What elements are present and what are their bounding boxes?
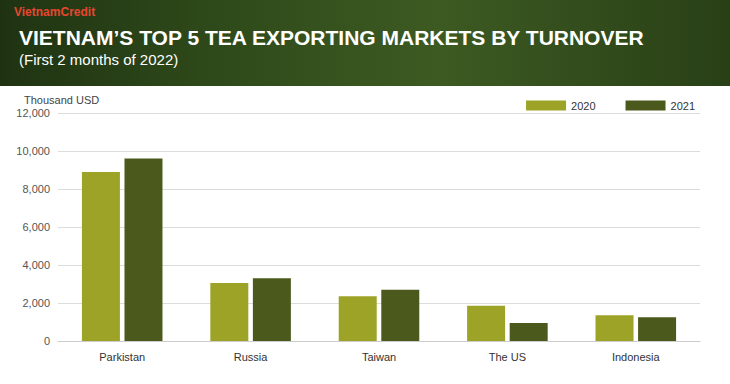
svg-text:6,000: 6,000 [22, 221, 50, 233]
svg-text:Russia: Russia [234, 351, 269, 363]
svg-text:2020: 2020 [571, 100, 595, 112]
svg-text:0: 0 [44, 335, 50, 347]
svg-text:(First 2 months of 2022): (First 2 months of 2022) [19, 51, 178, 68]
svg-text:Thousand USD: Thousand USD [24, 94, 99, 106]
svg-text:10,000: 10,000 [16, 145, 50, 157]
svg-text:VIETNAM’S TOP 5 TEA EXPORTING: VIETNAM’S TOP 5 TEA EXPORTING MARKETS BY… [19, 26, 644, 49]
svg-text:4,000: 4,000 [22, 259, 50, 271]
svg-text:Indonesia: Indonesia [612, 351, 661, 363]
svg-text:VietnamCredit: VietnamCredit [14, 5, 95, 19]
svg-text:Parkistan: Parkistan [99, 351, 145, 363]
svg-text:12,000: 12,000 [16, 107, 50, 119]
svg-text:2021: 2021 [671, 100, 695, 112]
svg-text:The US: The US [489, 351, 526, 363]
svg-text:2,000: 2,000 [22, 297, 50, 309]
svg-text:8,000: 8,000 [22, 183, 50, 195]
svg-text:Taiwan: Taiwan [362, 351, 396, 363]
